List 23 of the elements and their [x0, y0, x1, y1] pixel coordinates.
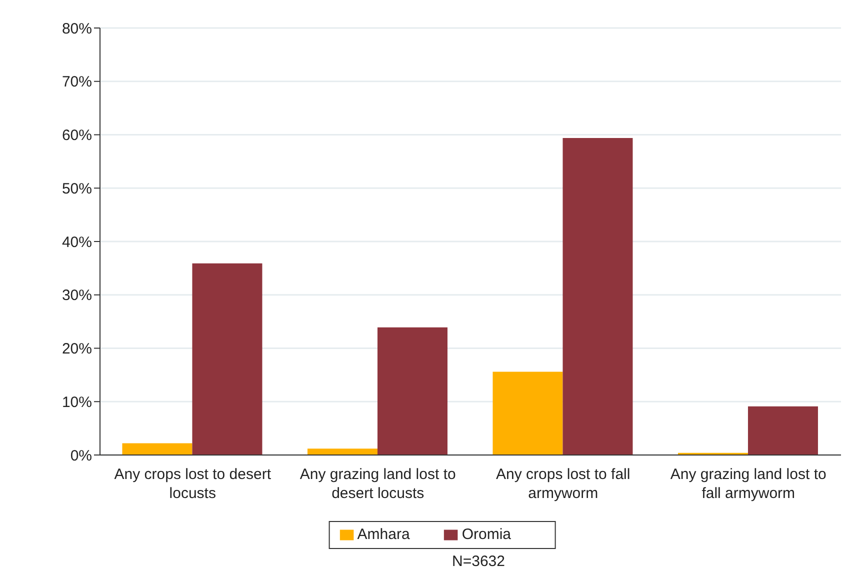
x-tick-label: Any grazing land lost to fall armyworm	[670, 466, 826, 502]
x-tick-label: Any grazing land lost to desert locusts	[300, 466, 456, 502]
bar	[122, 443, 192, 455]
y-tick-label: 0%	[70, 447, 92, 464]
y-tick-label: 30%	[62, 287, 92, 304]
bar	[748, 406, 818, 455]
y-tick-label: 50%	[62, 180, 92, 198]
bar	[492, 372, 563, 455]
legend-label: Amhara	[357, 526, 410, 543]
bar	[307, 448, 378, 455]
y-tick-label: 10%	[62, 394, 92, 411]
bar	[192, 263, 262, 455]
x-tick-label: Any crops lost to fall armyworm	[496, 466, 630, 502]
y-tick-label: 40%	[62, 234, 92, 251]
bar	[377, 327, 448, 455]
y-tick-label: 80%	[62, 20, 92, 38]
x-tick-label: Any crops lost to desert locusts	[114, 466, 272, 502]
text: N=3632	[451, 553, 506, 570]
y-tick-label: 60%	[62, 127, 92, 144]
y-tick-label: 70%	[62, 74, 92, 91]
y-tick-label: 20%	[62, 340, 92, 358]
bar	[562, 138, 633, 455]
legend-label: Oromia	[462, 526, 512, 543]
